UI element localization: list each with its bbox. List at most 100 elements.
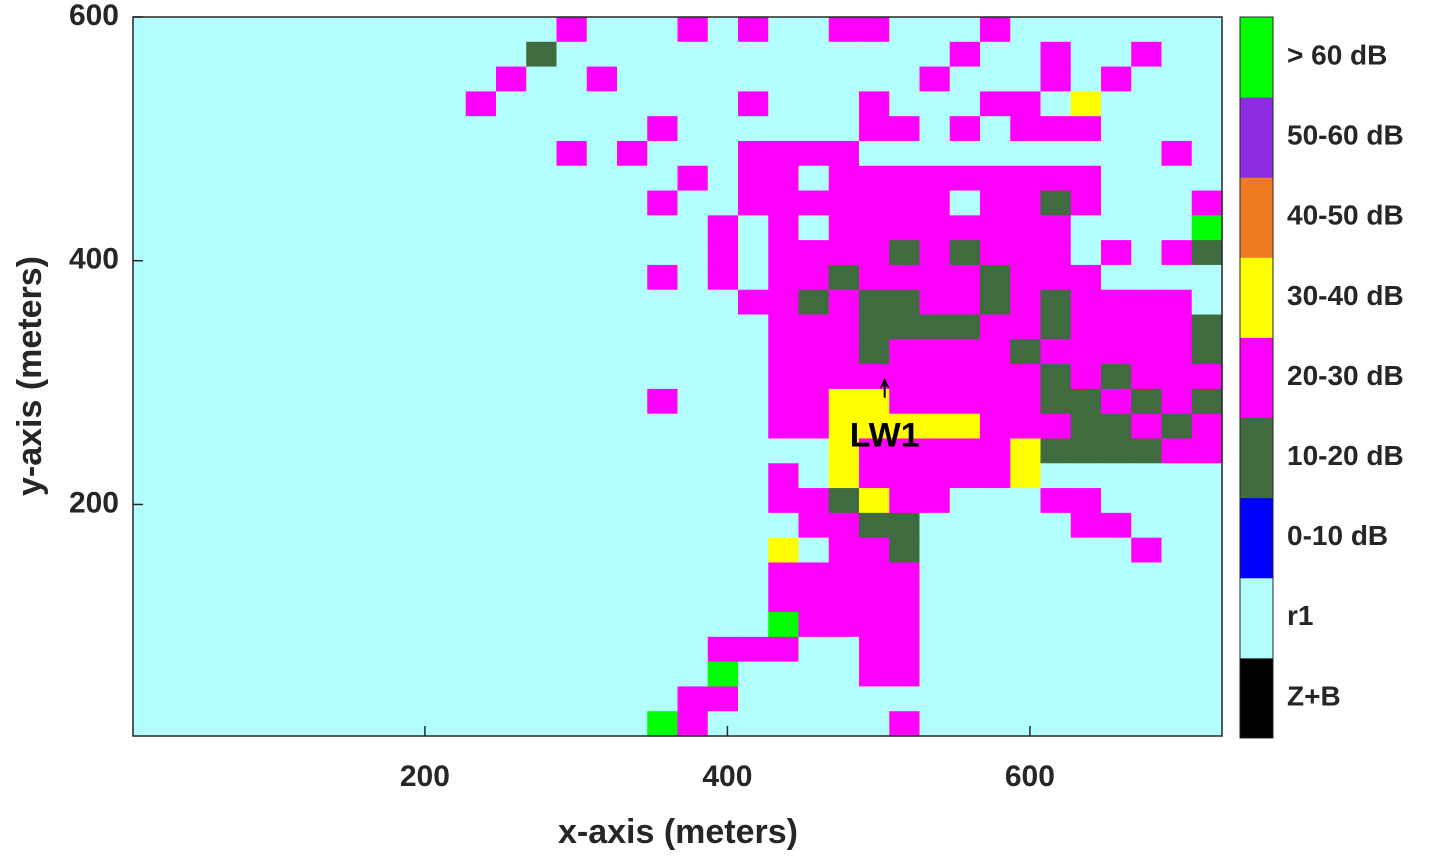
heatmap-cell [617, 488, 648, 514]
heatmap-cell [677, 116, 709, 142]
heatmap-cell [1040, 636, 1072, 663]
heatmap-cell [1131, 116, 1163, 142]
heatmap-cell [344, 314, 376, 340]
heatmap-cell [798, 562, 830, 588]
heatmap-cell [163, 488, 195, 514]
annotation-arrowhead [879, 377, 890, 389]
heatmap-cell [1040, 413, 1072, 440]
heatmap-cell [768, 314, 800, 340]
heatmap-cell [798, 314, 830, 340]
heatmap-cell [496, 339, 527, 365]
heatmap-cell [828, 66, 860, 92]
heatmap-cell [889, 512, 921, 539]
heatmap-cell [163, 190, 195, 216]
heatmap-cell [465, 116, 497, 142]
heatmap-cell [405, 488, 437, 514]
heatmap-cell [344, 339, 376, 365]
heatmap-cell [647, 215, 679, 241]
heatmap-cell [859, 41, 890, 68]
heatmap-cell [375, 289, 406, 316]
heatmap-cell [1161, 41, 1193, 68]
heatmap-cell [949, 488, 981, 514]
heatmap-cell [314, 438, 346, 464]
heatmap-cell [1010, 686, 1042, 712]
heatmap-cell [223, 488, 255, 514]
heatmap-cell [375, 215, 406, 241]
heatmap-cell [193, 215, 225, 241]
heatmap-cell [1010, 264, 1042, 291]
heatmap-cell [133, 537, 164, 564]
heatmap-cell [707, 587, 739, 613]
heatmap-cell [435, 686, 467, 712]
heatmap-cell [435, 140, 467, 167]
heatmap-cell [1040, 537, 1072, 564]
heatmap-cell [284, 636, 316, 663]
heatmap-cell [284, 413, 316, 440]
heatmap-cell [889, 388, 921, 415]
heatmap-cell [1191, 116, 1223, 142]
heatmap-cell [163, 140, 195, 167]
heatmap-cell [768, 364, 800, 390]
heatmap-cell [859, 289, 890, 316]
heatmap-cell [1101, 463, 1132, 489]
heatmap-cell [1161, 364, 1193, 390]
heatmap-cell [828, 140, 860, 167]
heatmap-cell [980, 190, 1011, 216]
heatmap-cell [496, 438, 527, 464]
heatmap-cell [949, 116, 981, 142]
heatmap-cell [586, 587, 618, 613]
heatmap-cell [556, 711, 588, 737]
heatmap-cell [223, 215, 255, 241]
heatmap-cell [1101, 388, 1132, 415]
heatmap-cell [344, 512, 376, 539]
heatmap-cell [163, 240, 195, 266]
heatmap-cell [798, 264, 830, 291]
colorbar-label: r1 [1287, 600, 1313, 631]
heatmap-cell [1101, 686, 1132, 712]
heatmap-cell [889, 661, 921, 688]
heatmap-cell [738, 17, 769, 43]
heatmap-cell [738, 339, 769, 365]
heatmap-cell [798, 289, 830, 316]
heatmap-cell [223, 661, 255, 688]
heatmap-cell [617, 636, 648, 663]
heatmap-cell [405, 41, 437, 68]
heatmap-cell [1161, 388, 1193, 415]
heatmap-cell [284, 438, 316, 464]
heatmap-cell [163, 264, 195, 291]
colorbar-swatch [1240, 497, 1273, 579]
heatmap-cell [949, 661, 981, 688]
heatmap-cell [344, 116, 376, 142]
heatmap-cell [223, 66, 255, 92]
heatmap-cell [980, 661, 1011, 688]
heatmap-cell [949, 512, 981, 539]
heatmap-cell [647, 66, 679, 92]
heatmap-cell [828, 661, 860, 688]
heatmap-cell [284, 17, 316, 43]
heatmap-cell [889, 314, 921, 340]
heatmap-cell [284, 165, 316, 192]
heatmap-cell [828, 190, 860, 216]
heatmap-cell [586, 512, 618, 539]
heatmap-cell [465, 215, 497, 241]
heatmap-cell [526, 289, 558, 316]
heatmap-cell [586, 537, 618, 564]
heatmap-cell [1191, 264, 1223, 291]
heatmap-cell [1131, 463, 1163, 489]
heatmap-cell [738, 140, 769, 167]
heatmap-cell [375, 41, 406, 68]
heatmap-cell [133, 264, 164, 291]
heatmap-cell [949, 264, 981, 291]
heatmap-cell [344, 190, 376, 216]
heatmap-cell [496, 661, 527, 688]
heatmap-cell [526, 240, 558, 266]
heatmap-cell [1131, 537, 1163, 564]
heatmap-cell [163, 339, 195, 365]
heatmap-cell [889, 686, 921, 712]
heatmap-cell [435, 512, 467, 539]
heatmap-cell [889, 91, 921, 117]
heatmap-cell [284, 140, 316, 167]
heatmap-cell [133, 413, 164, 440]
heatmap-cell [738, 512, 769, 539]
